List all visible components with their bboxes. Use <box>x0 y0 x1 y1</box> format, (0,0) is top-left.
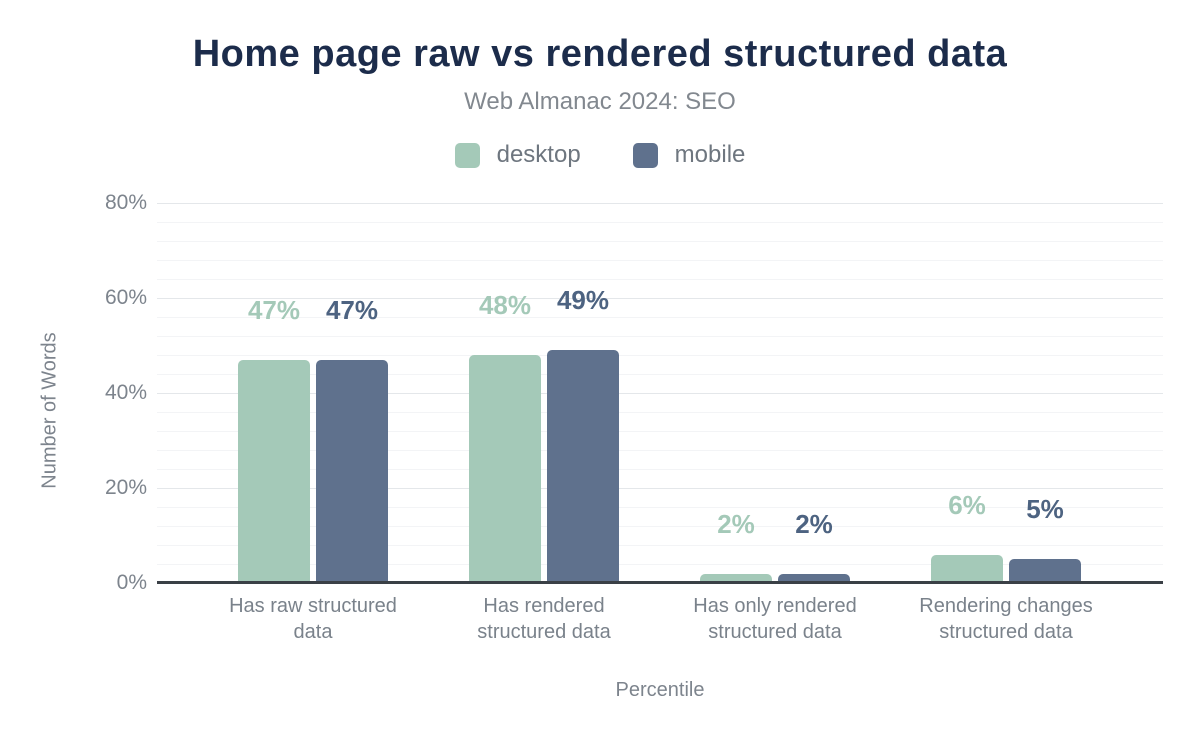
gridline-major <box>157 393 1163 394</box>
gridline-minor <box>157 450 1163 451</box>
gridline-minor <box>157 241 1163 242</box>
bar-desktop[interactable] <box>238 359 310 583</box>
y-tick-label: 60% <box>104 286 147 309</box>
gridline-minor <box>157 564 1163 565</box>
value-label-mobile: 47% <box>325 294 379 325</box>
legend-item-desktop: desktop <box>454 141 581 169</box>
bar-desktop[interactable] <box>469 355 541 583</box>
mobile-swatch-icon <box>632 142 658 168</box>
gridline-minor <box>157 431 1163 432</box>
gridline-minor <box>157 507 1163 508</box>
legend-label-mobile: mobile <box>674 141 746 168</box>
value-label-desktop: 48% <box>478 290 532 320</box>
bar-desktop[interactable] <box>931 554 1003 583</box>
bar-mobile[interactable] <box>316 359 388 583</box>
legend-item-mobile: mobile <box>632 141 746 169</box>
gridline-minor <box>157 279 1163 280</box>
gridline-minor <box>157 355 1163 356</box>
gridline-major <box>157 203 1163 204</box>
x-axis-line <box>157 581 1163 584</box>
bar-mobile[interactable] <box>1009 559 1081 583</box>
y-tick-label: 40% <box>104 381 147 404</box>
desktop-swatch-icon <box>454 142 480 168</box>
y-tick-label: 20% <box>104 476 147 499</box>
gridline-minor <box>157 222 1163 223</box>
category-label: Rendering changes structured data <box>919 595 1093 643</box>
category-label: Has raw structured data <box>229 595 397 643</box>
y-axis-title: Number of Words <box>38 332 61 489</box>
value-label-mobile: 2% <box>795 508 833 539</box>
legend-label-desktop: desktop <box>496 141 581 168</box>
chart-subtitle: Web Almanac 2024: SEO <box>464 88 736 115</box>
x-axis-title: Percentile <box>615 679 705 701</box>
bar-mobile[interactable] <box>778 573 850 583</box>
gridline-minor <box>157 469 1163 470</box>
gridline-minor <box>157 317 1163 318</box>
value-label-desktop: 6% <box>948 489 986 520</box>
gridline-minor <box>157 374 1163 375</box>
chart-title: Home page raw vs rendered structured dat… <box>192 33 1008 75</box>
gridline-minor <box>157 336 1163 337</box>
gridline-minor <box>157 545 1163 546</box>
value-label-mobile: 5% <box>1026 494 1064 525</box>
gridline-major <box>157 298 1163 299</box>
gridline-major <box>157 488 1163 489</box>
bar-mobile[interactable] <box>547 350 619 583</box>
bar-desktop[interactable] <box>700 573 772 583</box>
gridline-minor <box>157 260 1163 261</box>
legend: desktop mobile <box>0 141 1200 169</box>
value-label-mobile: 49% <box>556 285 610 316</box>
value-label-desktop: 47% <box>247 294 301 325</box>
category-label: Has rendered structured data <box>477 595 611 643</box>
value-label-desktop: 2% <box>717 508 755 539</box>
gridline-minor <box>157 412 1163 413</box>
y-tick-label: 80% <box>104 191 147 214</box>
category-label: Has only rendered structured data <box>693 595 857 643</box>
gridline-minor <box>157 526 1163 527</box>
y-tick-label: 0% <box>116 571 147 594</box>
